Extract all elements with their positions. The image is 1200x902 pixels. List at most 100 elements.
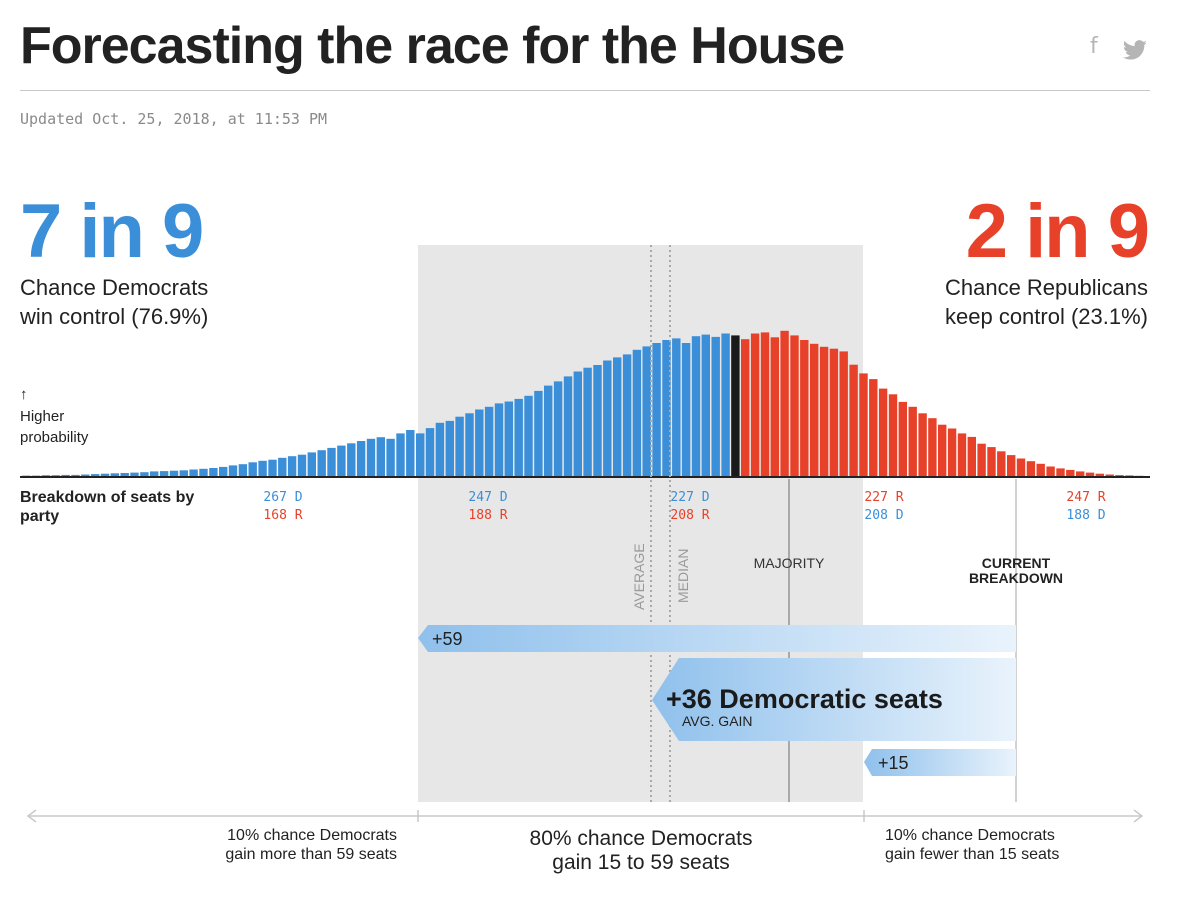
range-left-arrow-icon <box>26 809 37 823</box>
distribution-bar <box>662 340 671 476</box>
distribution-bar <box>1125 475 1134 476</box>
gain-high-arrow <box>418 625 1016 652</box>
distribution-bar <box>307 452 316 476</box>
distribution-bar <box>1095 473 1104 476</box>
facebook-icon[interactable]: f <box>1090 34 1098 59</box>
distribution-bar <box>238 464 248 476</box>
distribution-bar <box>829 348 839 476</box>
distribution-bar <box>908 406 917 476</box>
distribution-bar <box>356 441 366 476</box>
y-axis-label-line1: Higher <box>20 408 64 425</box>
tick-label-dem: 247 D <box>468 490 507 505</box>
y-axis-label-line2: probability <box>20 429 89 446</box>
distribution-bar <box>731 335 740 476</box>
distribution-bar <box>1046 466 1055 476</box>
distribution-bar <box>1076 471 1085 476</box>
tick-label-rep: 168 R <box>263 508 302 523</box>
distribution-bar <box>701 334 710 476</box>
distribution-bar <box>711 336 720 476</box>
distribution-bar <box>760 332 770 476</box>
tick-label-dem: 227 D <box>670 490 709 505</box>
distribution-bar <box>819 346 829 476</box>
distribution-bar <box>878 388 888 476</box>
distribution-bar <box>81 474 90 476</box>
tick-label-dem: 188 D <box>1066 508 1105 523</box>
tick-label-dem: 267 D <box>263 490 302 505</box>
distribution-bar <box>859 373 868 476</box>
distribution-bar <box>888 394 898 476</box>
distribution-bar <box>622 354 632 476</box>
distribution-bar <box>967 436 976 476</box>
median-label: MEDIAN <box>675 549 691 603</box>
range-mid-line1: 80% chance Democrats <box>530 827 753 850</box>
range-left-line1: 10% chance Democrats <box>227 827 397 844</box>
distribution-bar <box>71 474 80 476</box>
distribution-bar <box>219 466 228 476</box>
distribution-bar <box>544 385 553 476</box>
distribution-bar <box>957 433 967 476</box>
distribution-bar <box>61 474 70 476</box>
tick-label-dem: 208 D <box>864 508 903 523</box>
tick-label-rep: 227 R <box>864 490 903 505</box>
distribution-bar <box>632 349 642 476</box>
distribution-bar <box>1036 463 1045 476</box>
x-axis-label-line1: Breakdown of seats by <box>20 489 194 506</box>
distribution-bar <box>750 333 760 476</box>
distribution-bar <box>613 357 622 476</box>
distribution-bar <box>800 340 809 476</box>
distribution-bar <box>642 346 651 476</box>
distribution-bar <box>445 420 454 476</box>
distribution-bar <box>51 475 60 476</box>
distribution-bar <box>741 339 750 476</box>
distribution-bar <box>494 403 504 476</box>
distribution-bar <box>396 433 405 476</box>
updated-timestamp: Updated Oct. 25, 2018, at 11:53 PM <box>20 110 328 128</box>
y-axis-arrow: ↑ <box>20 386 28 403</box>
distribution-bar <box>209 468 218 476</box>
twitter-icon[interactable] <box>1122 40 1148 62</box>
gain-low-label: +15 <box>878 753 909 773</box>
distribution-bar <box>534 390 543 476</box>
distribution-bar <box>987 447 996 476</box>
dem-chance-text: Chance Democrats win control (76.9%) <box>20 273 208 331</box>
gain-avg-value: +36 Democratic seats <box>666 684 943 714</box>
distribution-bar <box>91 474 100 476</box>
tick-label-rep: 208 R <box>670 508 709 523</box>
distribution-bar <box>977 443 986 476</box>
distribution-bar <box>1016 458 1026 476</box>
distribution-bar <box>681 343 691 476</box>
distribution-bar <box>347 443 356 476</box>
distribution-bar <box>435 422 445 476</box>
dem-odds: 7 in 9 <box>20 189 204 274</box>
dem-chance-line2: win control (76.9%) <box>20 304 209 329</box>
dem-chance-line1: Chance Democrats <box>20 275 209 300</box>
gain-avg-arrow <box>652 658 1016 741</box>
gain-avg-label: AVG. GAIN <box>682 713 753 729</box>
range-right-line1: 10% chance Democrats <box>885 827 1055 844</box>
distribution-bar <box>278 457 287 476</box>
distribution-bar <box>484 406 494 476</box>
rep-chance-text: Chance Republicans keep control (23.1%) <box>945 273 1148 331</box>
distribution-bar <box>425 428 435 476</box>
distribution-bar <box>997 451 1006 476</box>
distribution-bar <box>169 470 179 476</box>
distribution-bar <box>1007 455 1016 476</box>
distribution-bar <box>1056 468 1065 476</box>
gain-high-label: +59 <box>432 629 463 649</box>
current-label-line2: BREAKDOWN <box>969 570 1063 586</box>
distribution-bar <box>1105 474 1114 476</box>
distribution-bar <box>810 343 819 476</box>
distribution-bar <box>691 336 701 476</box>
distribution-bar <box>228 465 238 476</box>
range-left-line2: gain more than 59 seats <box>225 846 397 863</box>
distribution-bar <box>386 438 395 476</box>
distribution-bar <box>839 351 848 476</box>
current-label-line1: CURRENT <box>982 555 1051 571</box>
majority-label: MAJORITY <box>754 555 825 571</box>
range-mid-line2: gain 15 to 59 seats <box>552 851 729 874</box>
distribution-bar <box>287 456 297 476</box>
distribution-bar <box>524 395 533 476</box>
distribution-bar <box>593 365 602 476</box>
x-axis-label-line2: party <box>20 508 59 525</box>
